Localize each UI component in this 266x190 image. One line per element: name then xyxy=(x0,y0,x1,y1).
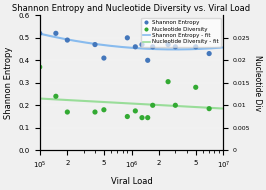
Nucleotide Diversity - fit xyxy=(193,106,196,108)
Nucleotide Diversity - fit xyxy=(147,103,150,106)
Nucleotide Diversity - fit xyxy=(39,97,42,100)
Shannon Entropy xyxy=(102,57,106,60)
Shannon Entropy - fit xyxy=(39,33,42,35)
Nucleotide Diversity xyxy=(146,116,150,119)
Line: Shannon Entropy - fit: Shannon Entropy - fit xyxy=(40,34,223,49)
Nucleotide Diversity xyxy=(173,104,177,107)
Shannon Entropy xyxy=(151,45,155,48)
Legend: Shannon Entropy, Nucleotide Diversity, Shannon Entropy - fit, Nucleotide Diversi: Shannon Entropy, Nucleotide Diversity, S… xyxy=(141,18,221,47)
Line: Nucleotide Diversity - fit: Nucleotide Diversity - fit xyxy=(40,99,223,108)
Nucleotide Diversity xyxy=(102,108,106,111)
Nucleotide Diversity xyxy=(65,111,69,114)
Nucleotide Diversity xyxy=(151,104,155,107)
Shannon Entropy xyxy=(173,45,177,48)
Nucleotide Diversity - fit xyxy=(151,104,154,106)
Nucleotide Diversity - fit xyxy=(222,107,225,110)
X-axis label: Viral Load: Viral Load xyxy=(111,177,152,186)
Nucleotide Diversity xyxy=(140,116,144,119)
Nucleotide Diversity - fit xyxy=(205,106,208,109)
Shannon Entropy - fit xyxy=(205,48,208,50)
Shannon Entropy - fit xyxy=(147,48,151,50)
Nucleotide Diversity xyxy=(125,115,130,118)
Nucleotide Diversity xyxy=(194,86,198,89)
Nucleotide Diversity xyxy=(54,95,58,98)
Shannon Entropy - fit xyxy=(38,32,41,35)
Shannon Entropy - fit xyxy=(147,48,150,50)
Shannon Entropy xyxy=(54,32,58,35)
Title: Shannon Entropy and Nucleotide Diversity vs. Viral Load: Shannon Entropy and Nucleotide Diversity… xyxy=(13,4,251,13)
Shannon Entropy - fit xyxy=(151,48,154,50)
Nucleotide Diversity - fit xyxy=(147,103,151,106)
Nucleotide Diversity xyxy=(93,111,97,114)
Shannon Entropy - fit xyxy=(222,46,225,49)
Shannon Entropy xyxy=(146,59,150,62)
Shannon Entropy - fit xyxy=(173,48,176,51)
Nucleotide Diversity - fit xyxy=(38,97,41,100)
Shannon Entropy xyxy=(38,32,42,35)
Shannon Entropy xyxy=(140,43,144,46)
Shannon Entropy xyxy=(65,39,69,42)
Nucleotide Diversity xyxy=(207,107,211,110)
Shannon Entropy xyxy=(207,52,211,55)
Nucleotide Diversity xyxy=(166,80,170,83)
Shannon Entropy xyxy=(93,43,97,46)
Y-axis label: Shannon Entropy: Shannon Entropy xyxy=(4,47,13,119)
Nucleotide Diversity xyxy=(38,66,42,69)
Shannon Entropy xyxy=(133,45,138,48)
Shannon Entropy - fit xyxy=(194,48,197,50)
Shannon Entropy xyxy=(194,45,198,48)
Shannon Entropy xyxy=(125,36,130,39)
Nucleotide Diversity xyxy=(133,109,138,112)
Shannon Entropy xyxy=(166,43,170,46)
Y-axis label: Nucleotide Div: Nucleotide Div xyxy=(253,55,262,111)
